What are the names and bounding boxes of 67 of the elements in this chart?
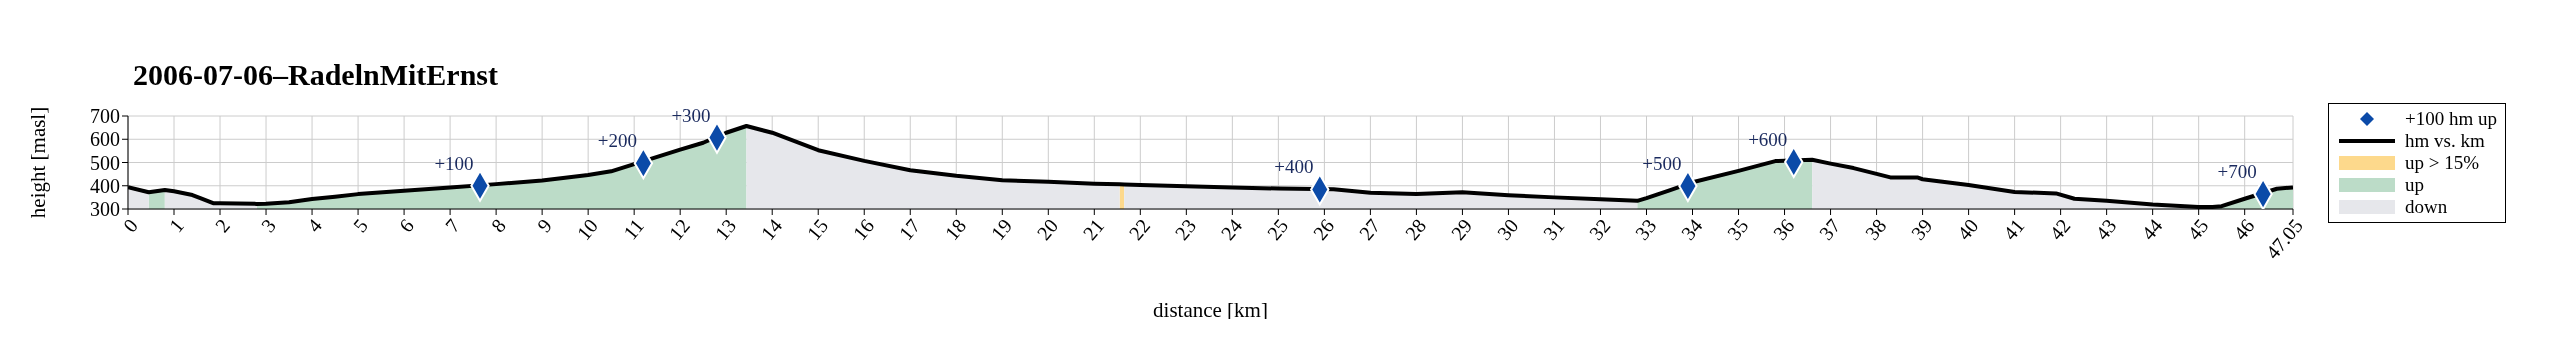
x-tick-label: 9 — [532, 214, 557, 237]
x-tick-label: 33 — [1630, 214, 1661, 245]
chart-title: 2006-07-06–RadelnMitErnst — [133, 58, 499, 93]
x-tick-label: 2 — [210, 214, 234, 237]
x-tick-label: 27 — [1354, 214, 1385, 245]
x-tick-label: 37 — [1814, 214, 1845, 245]
annotation: +200 — [597, 130, 637, 152]
x-tick-label: 34 — [1676, 214, 1707, 245]
y-tick-label: 300 — [90, 198, 120, 221]
y-tick-label: 500 — [90, 151, 120, 174]
annotation: +600 — [1748, 129, 1788, 151]
x-tick-label: 46 — [2228, 214, 2259, 245]
x-tick-label: 36 — [1768, 214, 1799, 245]
annotation: +100 — [434, 152, 474, 174]
x-axis-title: distance [km] — [1153, 298, 1268, 322]
x-tick-label: 44 — [2136, 214, 2167, 245]
x-tick-label: 28 — [1400, 214, 1431, 245]
x-tick-label: 19 — [986, 214, 1017, 245]
y-tick-label: 400 — [90, 174, 120, 197]
y-axis-title: height [masl] — [26, 106, 51, 219]
x-tick-label: 35 — [1722, 214, 1753, 245]
x-tick-label: 20 — [1032, 214, 1063, 245]
legend-label: down — [2405, 196, 2448, 218]
x-tick-label: 10 — [572, 214, 603, 245]
x-tick-label: 22 — [1124, 214, 1155, 245]
x-tick-label: 18 — [940, 214, 971, 245]
x-tick-label: 23 — [1170, 214, 1201, 245]
x-tick-label: 43 — [2090, 214, 2121, 245]
annotation: +400 — [1274, 156, 1314, 178]
x-tick-label: 4 — [302, 214, 326, 237]
annotation: +500 — [1642, 152, 1682, 174]
annotation: +700 — [2217, 161, 2257, 183]
x-tick-label: 26 — [1308, 214, 1339, 245]
x-tick-label: 39 — [1906, 214, 1937, 245]
x-tick-label: 16 — [848, 214, 879, 245]
x-tick-label: 30 — [1492, 214, 1523, 245]
x-tick-label: 25 — [1262, 214, 1293, 245]
x-tick-label: 6 — [394, 214, 419, 237]
x-tick-label: 17 — [894, 214, 925, 245]
legend-label: +100 hm up — [2405, 108, 2497, 130]
x-tick-label: 38 — [1860, 214, 1891, 245]
x-tick-label: 31 — [1538, 214, 1569, 245]
x-tick-label: 41 — [1998, 214, 2029, 245]
y-tick-label: 600 — [90, 128, 120, 151]
x-tick-label: 21 — [1078, 214, 1109, 245]
x-tick-label: 12 — [664, 214, 695, 245]
x-tick-label: 11 — [618, 214, 649, 244]
x-tick-label: 14 — [756, 214, 787, 245]
legend-label: hm vs. km — [2405, 130, 2485, 152]
y-tick-label: 700 — [90, 105, 120, 128]
x-tick-label: 0 — [118, 214, 142, 237]
legend-label: up — [2405, 174, 2424, 196]
x-tick-label: 8 — [486, 214, 511, 237]
annotation: +300 — [671, 104, 711, 126]
x-tick-label: 45 — [2182, 214, 2213, 245]
x-tick-label: 3 — [256, 214, 280, 237]
x-tick-label: 5 — [348, 214, 373, 237]
x-tick-label: 24 — [1216, 214, 1247, 245]
x-tick-label: 1 — [164, 214, 188, 237]
x-tick-label: 42 — [2044, 214, 2075, 245]
legend-label: up > 15% — [2405, 152, 2480, 174]
x-tick-label: 32 — [1584, 214, 1615, 245]
x-tick-label: 29 — [1446, 214, 1477, 245]
x-tick-label: 40 — [1952, 214, 1983, 245]
x-tick-label: 13 — [710, 214, 741, 245]
x-tick-label: 15 — [802, 214, 833, 245]
x-tick-label: 7 — [440, 214, 465, 237]
